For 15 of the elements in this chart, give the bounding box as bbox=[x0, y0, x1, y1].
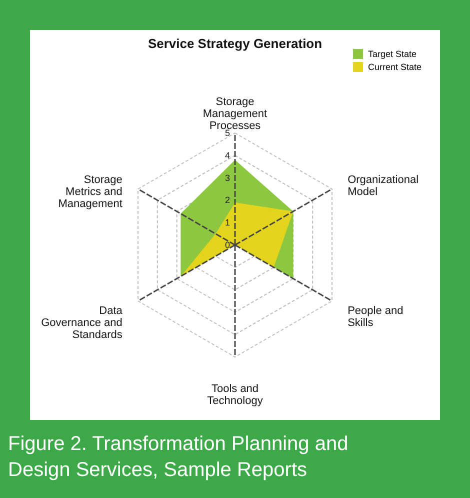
y-tick-label: 1 bbox=[224, 218, 230, 228]
chart-title: Service Strategy Generation bbox=[148, 36, 322, 51]
y-tick-label: 5 bbox=[224, 128, 230, 138]
y-tick-label: 0 bbox=[224, 240, 230, 250]
spoke-label: Tools and Technology bbox=[207, 383, 264, 407]
y-tick-label: 3 bbox=[224, 172, 230, 183]
legend-label: Current State bbox=[368, 62, 422, 72]
spoke-label: People and Skills bbox=[348, 305, 404, 329]
spoke-label: Data Governance and Standards bbox=[41, 305, 124, 341]
y-tick-label: 4 bbox=[224, 150, 230, 160]
spoke-label: Storage Metrics and Management bbox=[58, 174, 122, 210]
caption: Figure 2. Transformation Planning and Design Services, Sample Reports bbox=[8, 433, 348, 481]
legend-label: Target State bbox=[368, 49, 417, 59]
y-tick-label: 2 bbox=[224, 195, 230, 206]
spoke-label: Organizational Model bbox=[348, 174, 419, 198]
